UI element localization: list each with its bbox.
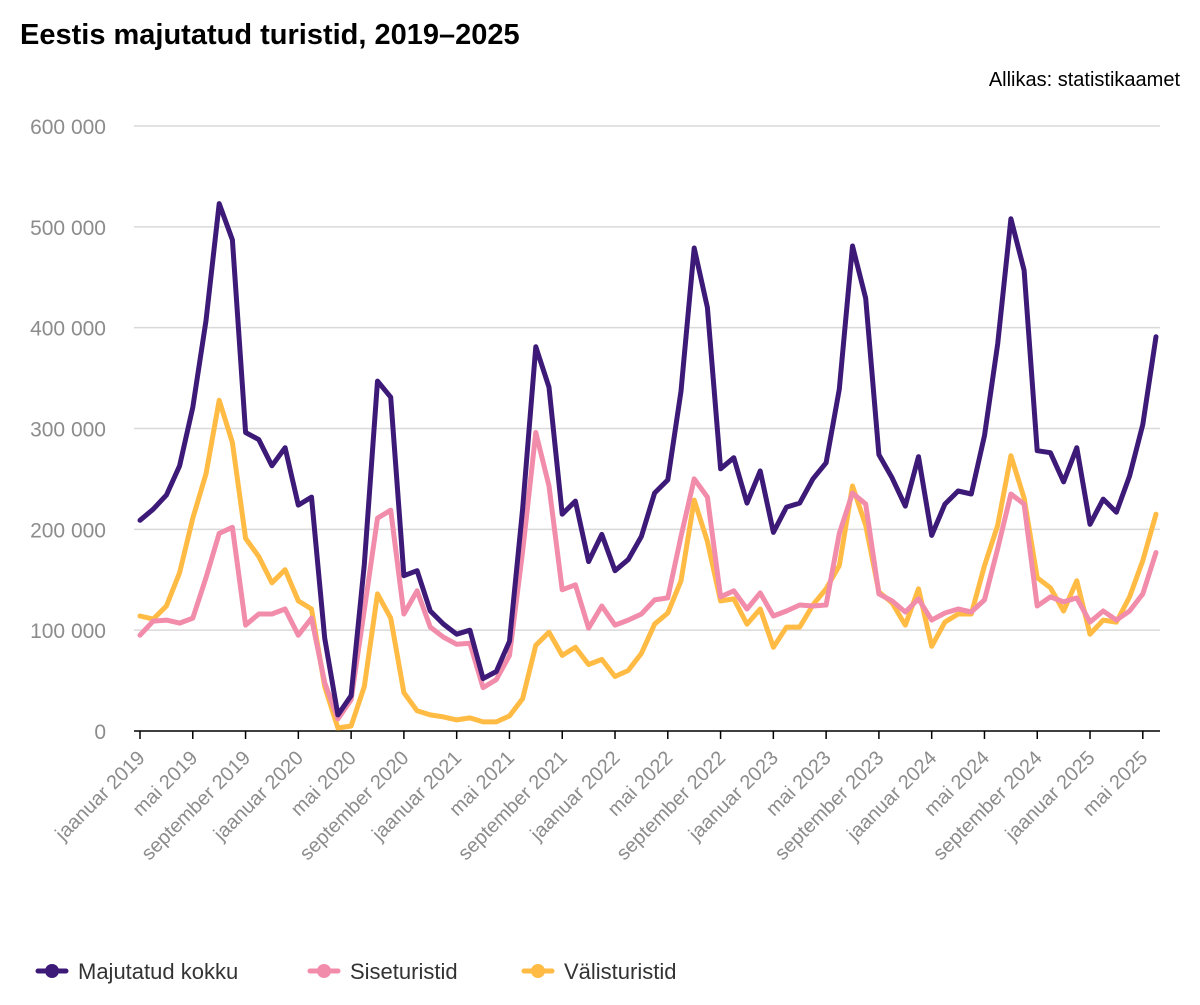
y-tick-label: 300 000: [30, 419, 106, 442]
series-line: [137, 430, 1159, 722]
series-line: [137, 201, 1159, 718]
chart-source: Allikas: statistikaamet: [989, 69, 1181, 91]
legend-item: Välisturistid: [521, 959, 676, 984]
legend-swatch-marker: [317, 964, 331, 978]
y-tick-label: 500 000: [30, 217, 106, 240]
legend-swatch-marker: [531, 964, 545, 978]
legend-swatch-marker: [45, 964, 59, 978]
series-lines: [137, 201, 1159, 731]
y-tick-label: 600 000: [30, 116, 106, 139]
legend: Majutatud kokku Siseturistid Välisturistid: [35, 959, 676, 984]
series-line: [137, 397, 1159, 731]
chart-title: Eestis majutatud turistid, 2019–2025: [20, 19, 520, 51]
legend-label: Majutatud kokku: [78, 959, 238, 984]
y-axis-ticks: 0 100 000 200 000 300 000 400 000 500 000 600 …: [30, 116, 106, 744]
y-tick-label: 0: [94, 721, 106, 744]
legend-item: Majutatud kokku: [35, 959, 238, 984]
x-tick-label: jaanuar 2019: [51, 747, 150, 846]
y-tick-label: 400 000: [30, 318, 106, 341]
legend-label: Välisturistid: [564, 959, 676, 984]
legend-label: Siseturistid: [350, 959, 458, 984]
gridlines: [134, 125, 1160, 732]
y-tick-label: 200 000: [30, 519, 106, 542]
legend-item: Siseturistid: [307, 959, 458, 984]
y-tick-label: 100 000: [30, 620, 106, 643]
